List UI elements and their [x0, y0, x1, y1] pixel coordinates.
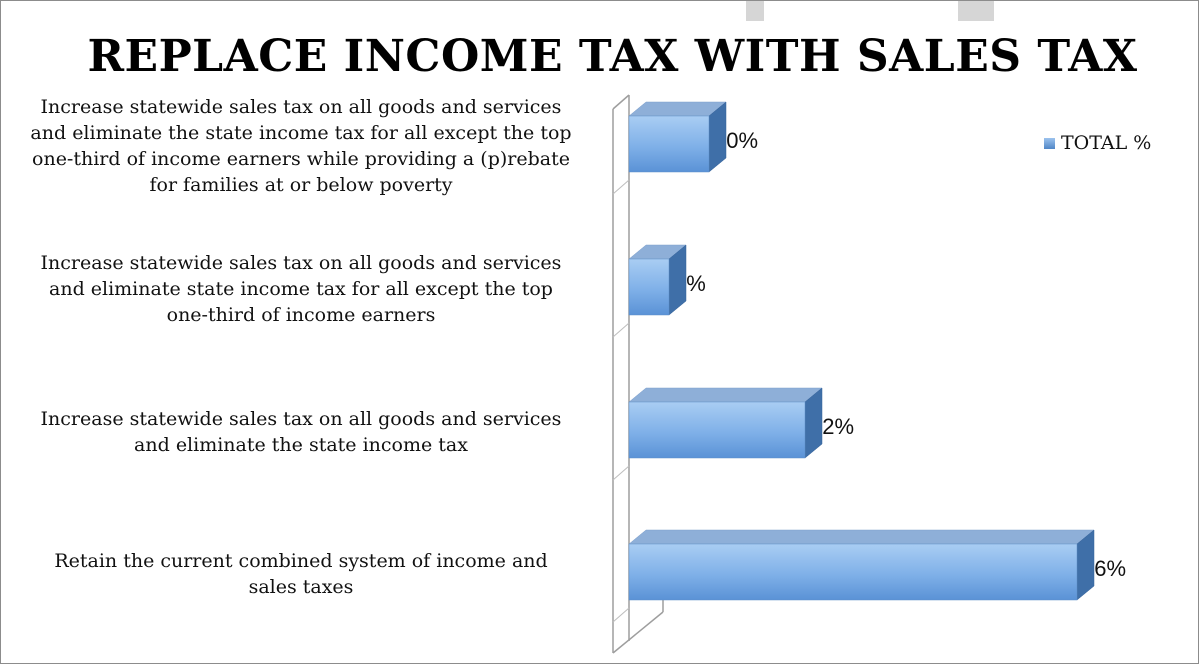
legend-label: TOTAL %	[1061, 132, 1152, 154]
background-gap-left	[746, 1, 764, 21]
category-label-line: sales taxes	[248, 576, 354, 598]
axis-tick-3	[612, 179, 630, 195]
bar-top-0	[628, 529, 1095, 545]
bar-0	[628, 543, 1078, 601]
legend: TOTAL %	[1044, 132, 1151, 154]
category-label-line: Increase statewide sales tax on all good…	[40, 96, 562, 118]
chart-title: REPLACE INCOME TAX WITH SALES TAX	[87, 31, 1138, 82]
category-label-line: and eliminate state income tax for all e…	[49, 278, 553, 300]
category-label-line: one-third of income earners	[166, 304, 436, 326]
category-label-2: Increase statewide sales tax on all good…	[11, 250, 591, 328]
category-label-line: Increase statewide sales tax on all good…	[40, 252, 562, 274]
axis-wall-top-edge	[612, 94, 630, 110]
category-label-0: Retain the current combined system of in…	[11, 548, 591, 600]
category-label-line: one-third of income earners while provid…	[32, 148, 570, 170]
category-label-line: and eliminate the state income tax for a…	[30, 122, 572, 144]
bar-top-1	[628, 387, 823, 403]
category-label-line: for families at or below poverty	[149, 174, 453, 196]
category-label-line: and eliminate the state income tax	[134, 434, 468, 456]
background-gap-right	[958, 1, 994, 21]
axis-tick-0	[612, 607, 630, 623]
category-label-line: Retain the current combined system of in…	[54, 550, 548, 572]
bar-1	[628, 401, 806, 459]
category-label-3: Increase statewide sales tax on all good…	[11, 94, 591, 198]
legend-swatch	[1044, 137, 1055, 149]
category-label-1: Increase statewide sales tax on all good…	[11, 406, 591, 458]
category-label-line: Increase statewide sales tax on all good…	[40, 408, 562, 430]
bar-3	[628, 115, 710, 173]
axis-wall-bottom-edge	[612, 611, 664, 654]
bar-2	[628, 258, 670, 316]
axis-tick-1	[612, 465, 630, 481]
axis-tick-2	[612, 322, 630, 338]
